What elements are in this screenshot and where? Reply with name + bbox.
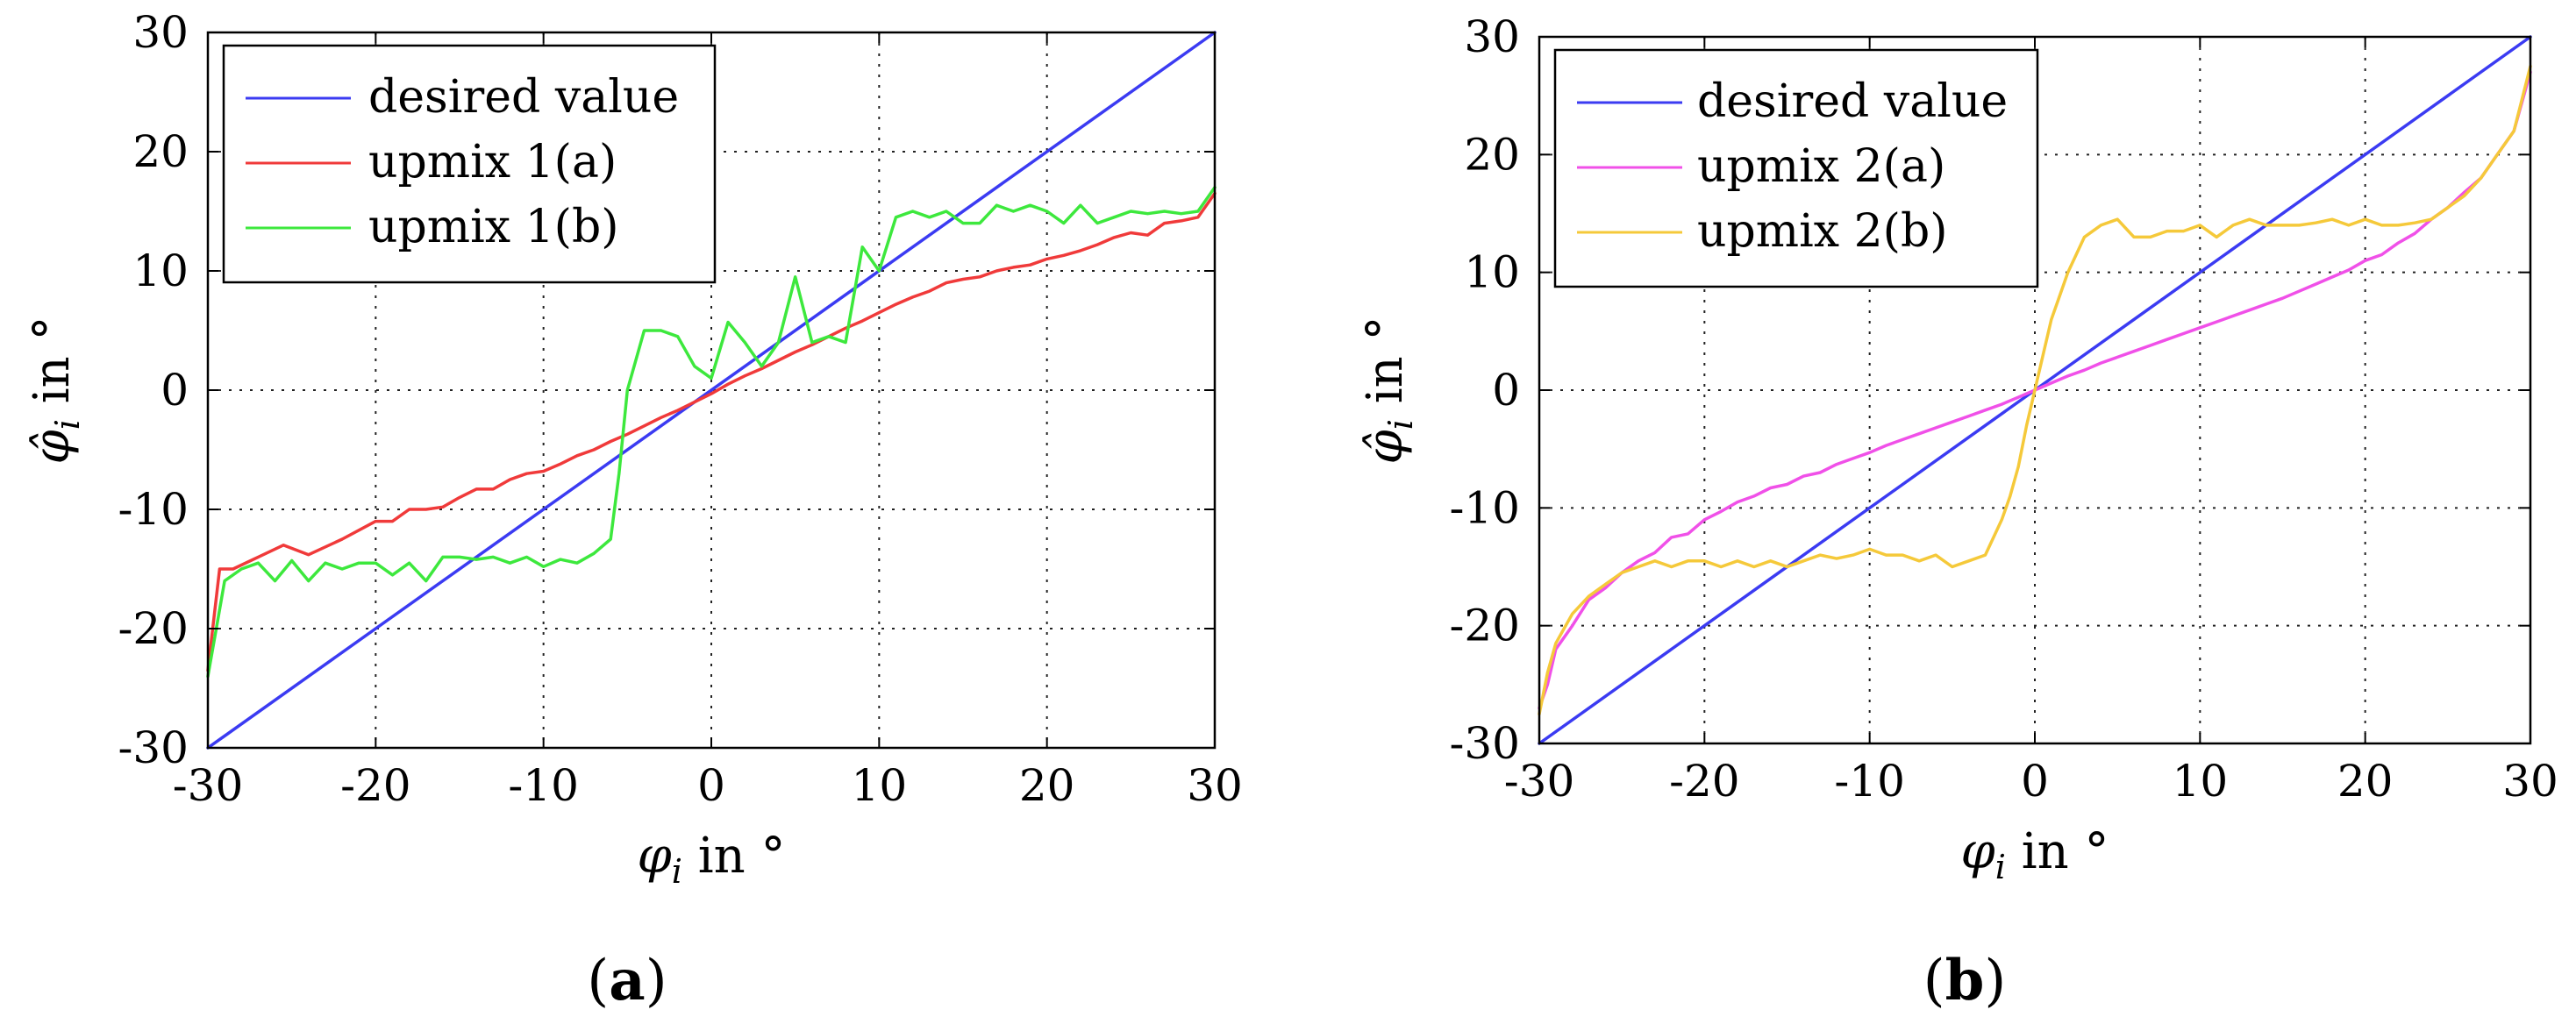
x-tick-label: -30 (173, 760, 244, 811)
x-tick-label: -30 (1504, 756, 1575, 807)
x-tick-label: -10 (1834, 756, 1905, 807)
x-tick-label: 30 (2502, 756, 2558, 807)
series-line-upmix-2-b-panel-b (1538, 64, 2532, 716)
series-line-upmix-2-a-panel-b (1538, 70, 2532, 710)
panel-a-lines (206, 31, 1217, 750)
panel-b-x-axis-label: φi in ° (1961, 823, 2109, 886)
x-tick-label: -20 (1669, 756, 1740, 807)
x-tick-label: 0 (2021, 756, 2049, 807)
y-tick-label: -20 (1449, 601, 1520, 651)
y-tick-label: -30 (1449, 718, 1520, 769)
y-tick-label: -20 (118, 603, 189, 654)
legend-label-upmix-2b: upmix 2(b) (1697, 205, 1948, 258)
panel-b-legend: desired value upmix 2(a) upmix 2(b) (1553, 48, 2039, 288)
y-tick-label: -10 (118, 484, 189, 535)
x-tick-label: -20 (340, 760, 411, 811)
y-tick-label: 10 (1464, 247, 1520, 298)
panel-a-caption: (a) (587, 948, 667, 1013)
x-tick-label: 10 (852, 760, 908, 811)
panel-b-lines (1538, 35, 2532, 745)
series-line-desired-value-panel-a (206, 31, 1217, 750)
panel-b-y-ticks: -30 -20 -10 0 10 20 30 (1449, 11, 2530, 769)
y-tick-label: -30 (118, 722, 189, 773)
y-tick-label: 30 (1464, 11, 1520, 62)
series-line-upmix-1-b-panel-a (206, 186, 1217, 679)
y-tick-label: 30 (132, 7, 189, 58)
x-tick-label: 30 (1187, 760, 1243, 811)
legend-label-upmix-1a: upmix 1(a) (368, 136, 617, 188)
panel-b-y-axis-label: φ̂i in ° (1357, 316, 1420, 465)
x-tick-label: 10 (2173, 756, 2229, 807)
y-tick-label: 20 (132, 126, 189, 177)
x-tick-label: 20 (1019, 760, 1075, 811)
y-tick-label: 0 (1492, 365, 1520, 416)
y-tick-label: -10 (1449, 482, 1520, 533)
x-tick-label: 20 (2337, 756, 2394, 807)
panel-b-caption: (b) (1923, 948, 2007, 1013)
panel-a-y-ticks: -30 -20 -10 0 10 20 30 (118, 7, 1215, 773)
panel-b-x-ticks: -30 -20 -10 0 10 20 30 (1504, 37, 2558, 807)
panel-b: -30 -20 -10 0 10 20 30 -30 -20 -10 0 10 20 30 desire… (1357, 11, 2558, 1013)
legend-label-upmix-1b: upmix 1(b) (368, 201, 619, 253)
x-tick-label: 0 (697, 760, 725, 811)
panel-a: -30 -20 -10 0 10 20 30 -30 -20 -10 0 10 20 30 desire… (24, 7, 1243, 1013)
legend-label-desired-value-b: desired value (1697, 75, 2008, 128)
y-tick-label: 0 (161, 365, 189, 416)
legend-label-desired-value: desired value (368, 71, 679, 124)
y-tick-label: 20 (1464, 129, 1520, 180)
legend-label-upmix-2a: upmix 2(a) (1697, 140, 1945, 193)
panel-a-x-ticks: -30 -20 -10 0 10 20 30 (173, 32, 1243, 811)
panel-a-x-axis-label: φi in ° (638, 828, 786, 891)
x-tick-label: -10 (508, 760, 579, 811)
panel-a-y-axis-label: φ̂i in ° (24, 316, 87, 465)
series-line-upmix-1-a-panel-a (206, 191, 1217, 672)
panel-a-legend: desired value upmix 1(a) upmix 1(b) (222, 44, 717, 284)
y-tick-label: 10 (132, 245, 189, 296)
